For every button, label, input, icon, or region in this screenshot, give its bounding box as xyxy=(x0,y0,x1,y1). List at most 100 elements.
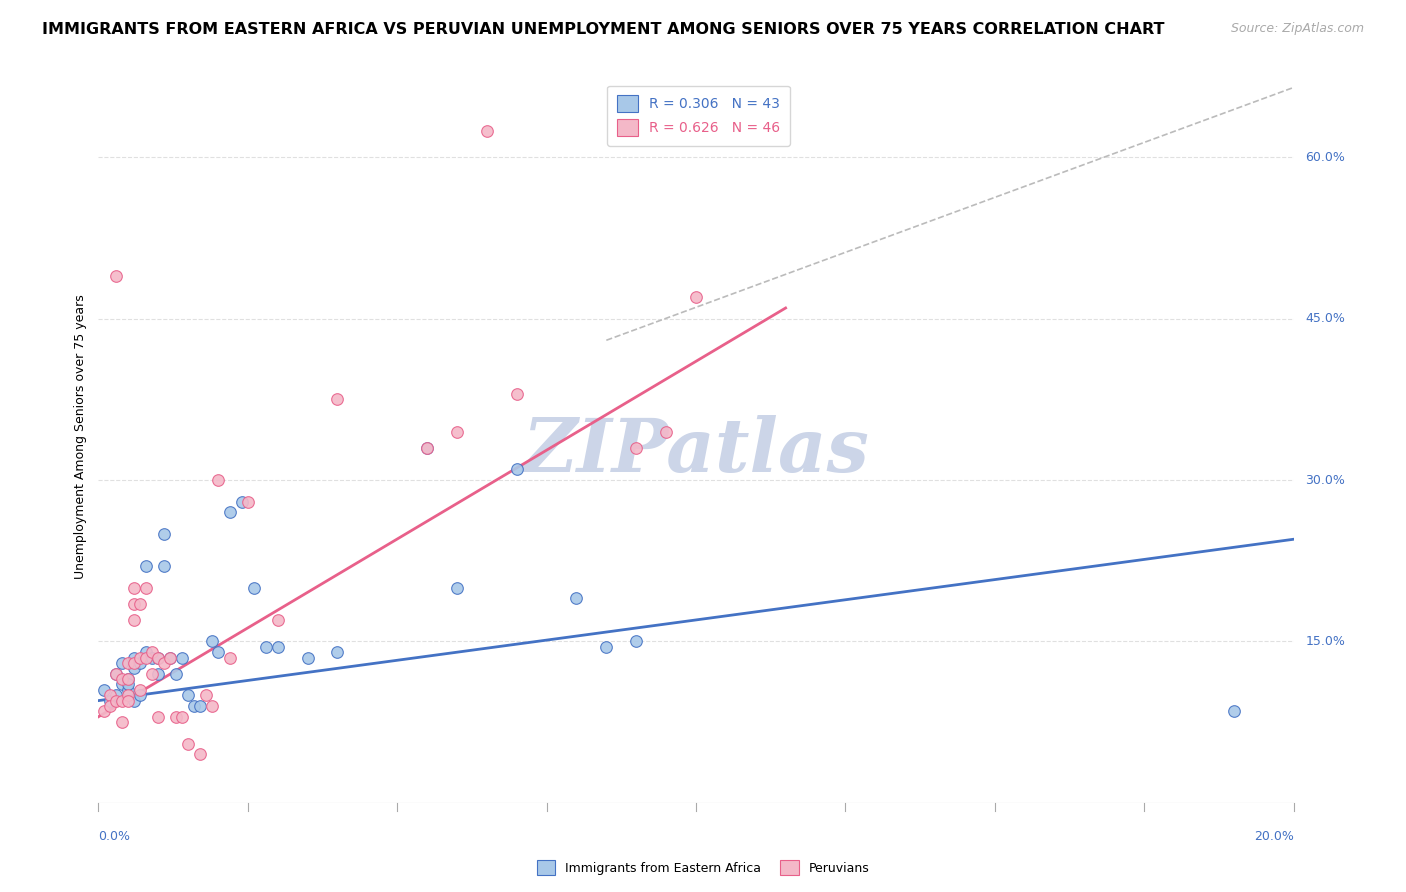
Point xyxy=(98,693,122,707)
Point xyxy=(219,505,242,519)
Point xyxy=(685,290,707,304)
Point xyxy=(153,656,176,670)
Point xyxy=(124,661,146,675)
Point xyxy=(129,656,152,670)
Point xyxy=(111,656,134,670)
Point xyxy=(183,698,205,713)
Point xyxy=(475,123,498,137)
Point xyxy=(219,650,242,665)
Point xyxy=(124,581,146,595)
Point xyxy=(267,613,290,627)
Point xyxy=(105,666,128,681)
Point xyxy=(135,645,157,659)
Point xyxy=(165,666,187,681)
Point xyxy=(105,268,128,283)
Point xyxy=(267,640,290,654)
Point xyxy=(129,688,152,702)
Point xyxy=(172,710,194,724)
Text: 0.0%: 0.0% xyxy=(98,830,131,843)
Point xyxy=(565,591,588,606)
Point xyxy=(446,581,468,595)
Point xyxy=(446,425,468,439)
Point xyxy=(201,698,224,713)
Point xyxy=(177,737,200,751)
Point xyxy=(141,650,163,665)
Text: IMMIGRANTS FROM EASTERN AFRICA VS PERUVIAN UNEMPLOYMENT AMONG SENIORS OVER 75 YE: IMMIGRANTS FROM EASTERN AFRICA VS PERUVI… xyxy=(42,22,1164,37)
Point xyxy=(153,559,176,574)
Point xyxy=(124,656,146,670)
Point xyxy=(254,640,277,654)
Point xyxy=(105,693,128,707)
Point xyxy=(124,650,146,665)
Point xyxy=(177,688,200,702)
Legend: R = 0.306   N = 43, R = 0.626   N = 46: R = 0.306 N = 43, R = 0.626 N = 46 xyxy=(607,86,790,146)
Point xyxy=(188,747,211,762)
Point xyxy=(117,677,139,691)
Point xyxy=(129,650,152,665)
Point xyxy=(506,387,529,401)
Point xyxy=(105,666,128,681)
Point xyxy=(117,688,139,702)
Y-axis label: Unemployment Among Seniors over 75 years: Unemployment Among Seniors over 75 years xyxy=(75,294,87,580)
Point xyxy=(93,682,115,697)
Point xyxy=(135,650,157,665)
Point xyxy=(159,650,181,665)
Point xyxy=(111,693,134,707)
Point xyxy=(111,672,134,686)
Point xyxy=(98,688,122,702)
Text: 30.0%: 30.0% xyxy=(1306,474,1346,487)
Point xyxy=(129,597,152,611)
Point xyxy=(93,705,115,719)
Point xyxy=(326,392,349,407)
Legend: Immigrants from Eastern Africa, Peruvians: Immigrants from Eastern Africa, Peruvian… xyxy=(530,854,876,881)
Point xyxy=(111,715,134,730)
Point xyxy=(135,559,157,574)
Point xyxy=(207,645,229,659)
Point xyxy=(117,693,139,707)
Point xyxy=(148,710,170,724)
Text: ZIPatlas: ZIPatlas xyxy=(523,416,869,488)
Point xyxy=(159,650,181,665)
Point xyxy=(117,682,139,697)
Text: 45.0%: 45.0% xyxy=(1306,312,1346,326)
Point xyxy=(124,693,146,707)
Point xyxy=(326,645,349,659)
Point xyxy=(188,698,211,713)
Point xyxy=(135,581,157,595)
Point xyxy=(124,613,146,627)
Point xyxy=(506,462,529,476)
Point xyxy=(153,527,176,541)
Text: Source: ZipAtlas.com: Source: ZipAtlas.com xyxy=(1230,22,1364,36)
Point xyxy=(297,650,319,665)
Point xyxy=(148,666,170,681)
Point xyxy=(117,656,139,670)
Point xyxy=(194,688,218,702)
Point xyxy=(148,650,170,665)
Point xyxy=(129,682,152,697)
Text: 20.0%: 20.0% xyxy=(1254,830,1294,843)
Point xyxy=(105,688,128,702)
Text: 15.0%: 15.0% xyxy=(1306,635,1346,648)
Point xyxy=(655,425,678,439)
Point xyxy=(117,672,139,686)
Point xyxy=(416,441,439,455)
Point xyxy=(201,634,224,648)
Point xyxy=(236,494,259,508)
Point xyxy=(111,677,134,691)
Point xyxy=(117,672,139,686)
Point xyxy=(165,710,187,724)
Point xyxy=(595,640,617,654)
Point xyxy=(416,441,439,455)
Point xyxy=(98,698,122,713)
Point xyxy=(1223,705,1246,719)
Point xyxy=(141,666,163,681)
Point xyxy=(231,494,253,508)
Text: 60.0%: 60.0% xyxy=(1306,151,1346,164)
Point xyxy=(243,581,266,595)
Point xyxy=(624,634,647,648)
Point xyxy=(148,650,170,665)
Point xyxy=(124,597,146,611)
Point xyxy=(207,473,229,487)
Point xyxy=(141,645,163,659)
Point xyxy=(172,650,194,665)
